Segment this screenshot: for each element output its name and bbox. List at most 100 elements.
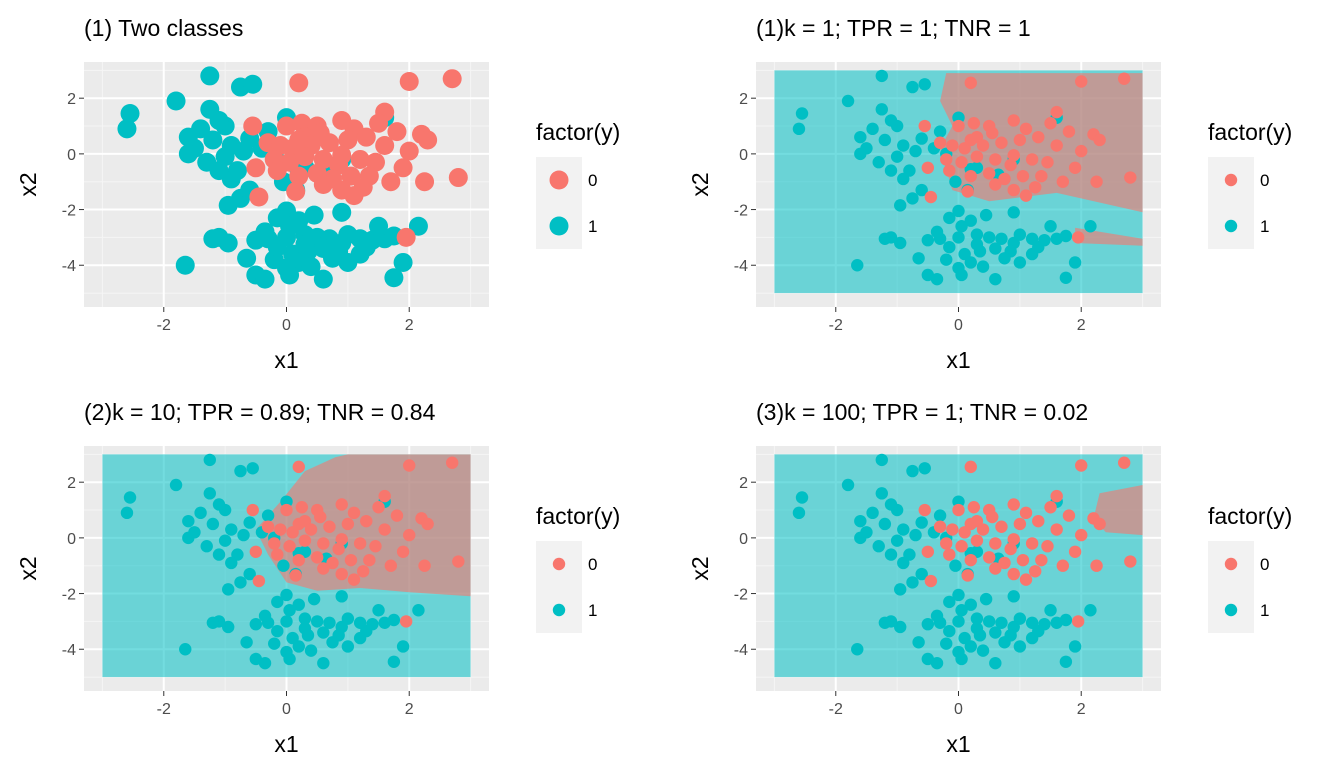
point-class-0 xyxy=(964,133,977,147)
point-class-1 xyxy=(955,268,968,282)
point-class-0 xyxy=(1016,553,1030,567)
point-class-1 xyxy=(792,506,806,520)
point-class-0 xyxy=(289,130,309,150)
point-class-0 xyxy=(955,540,968,553)
legend-label: 0 xyxy=(1260,171,1269,190)
point-class-0 xyxy=(1050,105,1063,119)
point-class-0 xyxy=(403,528,416,542)
point-class-1 xyxy=(915,516,928,529)
point-class-1 xyxy=(206,517,220,531)
point-class-1 xyxy=(854,147,867,161)
point-class-0 xyxy=(961,185,974,198)
point-class-0 xyxy=(967,501,981,514)
point-class-1 xyxy=(952,588,965,602)
point-class-1 xyxy=(915,183,928,197)
point-class-1 xyxy=(866,506,879,520)
point-class-0 xyxy=(338,130,358,150)
point-class-0 xyxy=(1075,75,1088,88)
point-class-1 xyxy=(356,237,376,257)
point-class-0 xyxy=(1117,456,1131,469)
point-class-0 xyxy=(924,190,938,204)
point-class-0 xyxy=(1071,231,1085,244)
point-class-0 xyxy=(1056,559,1070,572)
y-tick-label: 2 xyxy=(739,91,748,108)
point-class-1 xyxy=(1059,271,1073,284)
point-class-0 xyxy=(341,166,361,186)
point-class-1 xyxy=(955,220,968,233)
point-class-0 xyxy=(335,533,348,546)
point-class-1 xyxy=(897,556,910,570)
point-class-1 xyxy=(408,216,428,236)
point-class-1 xyxy=(875,487,888,500)
point-class-1 xyxy=(396,640,410,653)
point-class-1 xyxy=(387,655,401,668)
point-class-0 xyxy=(1013,133,1027,147)
point-class-0 xyxy=(317,537,330,550)
point-class-1 xyxy=(851,643,864,656)
point-class-0 xyxy=(943,164,956,177)
x-tick-label: -2 xyxy=(829,701,843,718)
point-class-1 xyxy=(237,248,257,268)
y-axis-label: x2 xyxy=(687,556,713,580)
point-class-1 xyxy=(906,192,919,205)
point-class-0 xyxy=(1035,553,1048,567)
point-class-1 xyxy=(875,453,888,467)
point-class-0 xyxy=(964,517,977,531)
point-class-0 xyxy=(1075,459,1088,472)
point-class-1 xyxy=(998,636,1011,649)
point-class-0 xyxy=(357,565,370,578)
point-class-0 xyxy=(332,542,345,556)
panel-1: (1) Two classes -2 0 2 2 0 -2 -4 x1 x2 factor(y) 0 1 xyxy=(15,15,620,373)
point-class-0 xyxy=(1016,169,1030,183)
point-class-1 xyxy=(909,528,922,542)
point-class-1 xyxy=(169,478,183,492)
point-class-1 xyxy=(372,604,385,617)
point-class-0 xyxy=(1124,555,1137,568)
point-class-0 xyxy=(1090,559,1103,572)
y-tick-label: 2 xyxy=(67,91,76,108)
y-tick-label: -4 xyxy=(62,258,76,275)
point-class-0 xyxy=(347,506,361,520)
point-class-1 xyxy=(255,269,275,289)
point-class-0 xyxy=(252,574,266,588)
point-class-1 xyxy=(1044,220,1057,233)
point-class-1 xyxy=(249,617,263,631)
point-class-0 xyxy=(933,520,947,533)
point-class-1 xyxy=(225,523,238,536)
point-class-0 xyxy=(1025,153,1039,166)
point-class-0 xyxy=(989,537,1002,550)
y-tick-label: 2 xyxy=(67,475,76,492)
point-class-1 xyxy=(930,272,944,286)
point-class-0 xyxy=(310,551,324,564)
point-class-1 xyxy=(989,626,1002,639)
point-class-0 xyxy=(1007,114,1020,127)
legend-key-point xyxy=(1224,557,1238,571)
point-class-0 xyxy=(933,136,947,149)
point-class-0 xyxy=(295,501,309,514)
point-class-1 xyxy=(178,144,198,164)
panel-4: (3)k = 100; TPR = 1; TNR = 0.02 -2 0 2 2 0 -2 -… xyxy=(687,399,1292,757)
point-class-1 xyxy=(894,199,907,212)
point-class-1 xyxy=(952,231,965,244)
point-class-1 xyxy=(304,205,324,225)
point-class-0 xyxy=(1013,517,1027,531)
point-class-0 xyxy=(280,503,293,517)
x-tick-label: -2 xyxy=(157,317,171,334)
y-tick-label: -2 xyxy=(734,203,748,220)
point-class-0 xyxy=(989,178,1002,191)
point-class-1 xyxy=(894,620,907,634)
point-class-0 xyxy=(1068,161,1082,174)
point-class-1 xyxy=(854,130,867,144)
y-axis-label: x2 xyxy=(687,172,713,196)
legend: factor(y) 0 1 xyxy=(1208,119,1292,249)
y-tick-label: -4 xyxy=(62,642,76,659)
point-class-1 xyxy=(878,133,892,147)
legend-key-point xyxy=(1224,603,1238,617)
point-class-1 xyxy=(209,110,229,130)
point-class-1 xyxy=(854,514,867,528)
point-class-1 xyxy=(918,78,931,91)
point-class-0 xyxy=(1007,498,1020,511)
point-class-1 xyxy=(271,595,284,609)
point-class-0 xyxy=(378,523,391,536)
x-axis-label: x1 xyxy=(274,347,298,373)
